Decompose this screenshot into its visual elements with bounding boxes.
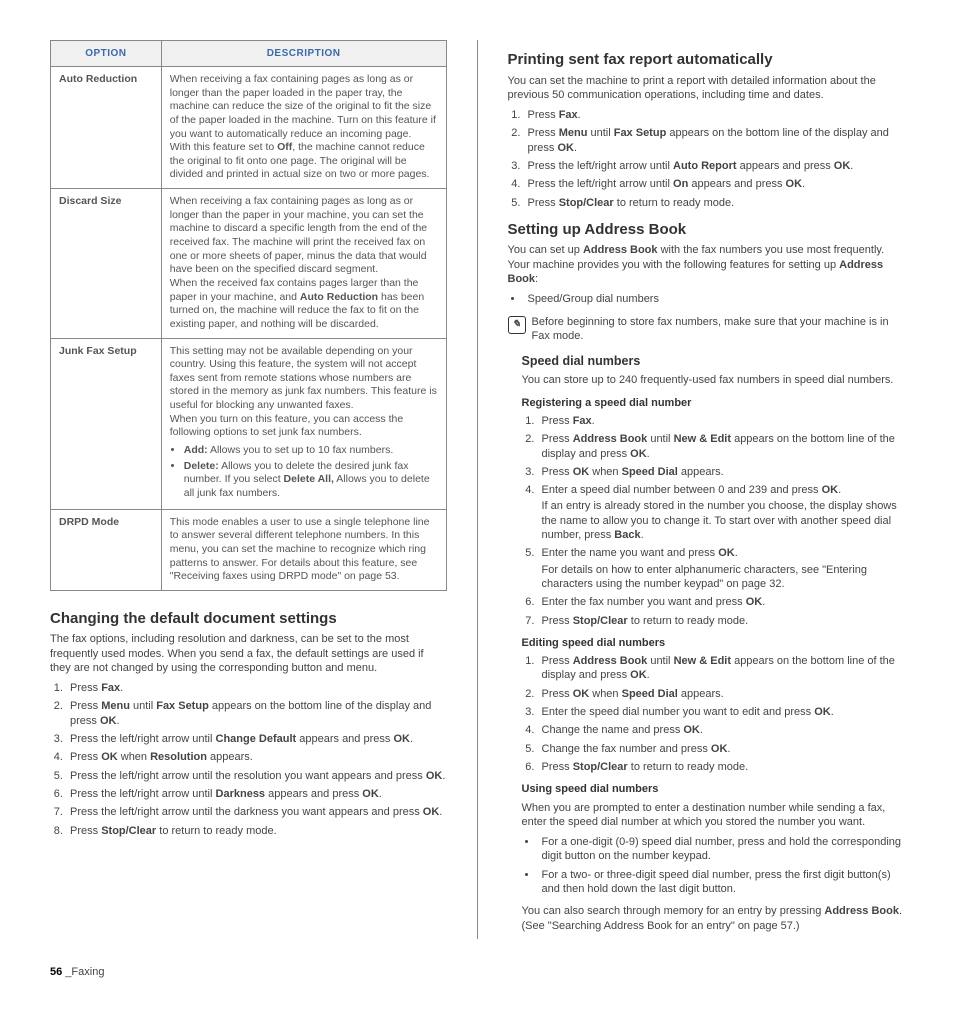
note-icon: ✎	[508, 316, 526, 334]
bullets-address-book: Speed/Group dial numbers	[524, 292, 905, 306]
list-item: Press Address Book until New & Edit appe…	[538, 654, 905, 683]
list-item: For a one-digit (0-9) speed dial number,…	[538, 835, 905, 864]
outro-using-speed-dial: You can also search through memory for a…	[522, 904, 905, 933]
option-name: Auto Reduction	[51, 67, 162, 189]
footer-section: _Faxing	[65, 966, 104, 978]
list-item: Press Fax.	[66, 681, 447, 695]
list-item: Press Fax.	[524, 108, 905, 122]
option-description: When receiving a fax containing pages as…	[161, 189, 446, 338]
list-item: Press Stop/Clear to return to ready mode…	[538, 760, 905, 774]
heading-speed-dial: Speed dial numbers	[522, 353, 905, 369]
list-item: Speed/Group dial numbers	[524, 292, 905, 306]
list-item: Press the left/right arrow until the res…	[66, 769, 447, 783]
list-item: Press Menu until Fax Setup appears on th…	[66, 699, 447, 728]
steps-edit-speed-dial: Press Address Book until New & Edit appe…	[538, 654, 905, 774]
intro-printing-report: You can set the machine to print a repor…	[508, 74, 905, 103]
column-divider	[477, 40, 478, 939]
table-row: Discard SizeWhen receiving a fax contain…	[51, 189, 447, 338]
speed-dial-section: Speed dial numbers You can store up to 2…	[522, 353, 905, 933]
heading-using-speed-dial: Using speed dial numbers	[522, 782, 905, 796]
note-text: Before beginning to store fax numbers, m…	[532, 315, 905, 344]
list-item: Press Stop/Clear to return to ready mode…	[538, 614, 905, 628]
list-item: Enter the speed dial number you want to …	[538, 705, 905, 719]
steps-register-speed-dial: Press Fax. Press Address Book until New &…	[538, 414, 905, 628]
note-address-book: ✎ Before beginning to store fax numbers,…	[508, 315, 905, 344]
left-column: OPTION DESCRIPTION Auto ReductionWhen re…	[50, 40, 447, 939]
list-item: Press OK when Resolution appears.	[66, 750, 447, 764]
intro-address-book: You can set up Address Book with the fax…	[508, 243, 905, 286]
list-item: Press Stop/Clear to return to ready mode…	[66, 824, 447, 838]
options-tbody: Auto ReductionWhen receiving a fax conta…	[51, 67, 447, 591]
bullets-using-speed-dial: For a one-digit (0-9) speed dial number,…	[538, 835, 905, 896]
th-description: DESCRIPTION	[161, 41, 446, 67]
list-item: Press OK when Speed Dial appears.	[538, 465, 905, 479]
list-item: Press the left/right arrow until Darknes…	[66, 787, 447, 801]
table-row: DRPD ModeThis mode enables a user to use…	[51, 509, 447, 590]
intro-using-speed-dial: When you are prompted to enter a destina…	[522, 801, 905, 830]
th-option: OPTION	[51, 41, 162, 67]
steps-printing-report: Press Fax. Press Menu until Fax Setup app…	[524, 108, 905, 210]
options-table: OPTION DESCRIPTION Auto ReductionWhen re…	[50, 40, 447, 591]
heading-register-speed-dial: Registering a speed dial number	[522, 396, 905, 410]
page-footer: 56 _Faxing	[50, 965, 904, 979]
list-item: Press Address Book until New & Edit appe…	[538, 432, 905, 461]
list-item: Press the left/right arrow until the dar…	[66, 805, 447, 819]
list-item: Change the fax number and press OK.	[538, 742, 905, 756]
option-description: When receiving a fax containing pages as…	[161, 67, 446, 189]
list-item: Enter the fax number you want and press …	[538, 595, 905, 609]
option-description: This setting may not be available depend…	[161, 338, 446, 509]
list-item: Press the left/right arrow until Change …	[66, 732, 447, 746]
list-item: Press Stop/Clear to return to ready mode…	[524, 196, 905, 210]
heading-address-book: Setting up Address Book	[508, 220, 905, 240]
heading-printing-report: Printing sent fax report automatically	[508, 50, 905, 70]
heading-changing-defaults: Changing the default document settings	[50, 609, 447, 629]
steps-changing-defaults: Press Fax. Press Menu until Fax Setup app…	[66, 681, 447, 838]
heading-edit-speed-dial: Editing speed dial numbers	[522, 636, 905, 650]
list-item: Press Fax.	[538, 414, 905, 428]
list-item: Enter a speed dial number between 0 and …	[538, 483, 905, 542]
option-description: This mode enables a user to use a single…	[161, 509, 446, 590]
page: OPTION DESCRIPTION Auto ReductionWhen re…	[50, 40, 904, 939]
list-item: Press the left/right arrow until Auto Re…	[524, 159, 905, 173]
list-item: Press the left/right arrow until On appe…	[524, 177, 905, 191]
option-name: DRPD Mode	[51, 509, 162, 590]
list-item: Enter the name you want and press OK.For…	[538, 546, 905, 591]
list-item: Press Menu until Fax Setup appears on th…	[524, 126, 905, 155]
list-item: For a two- or three-digit speed dial num…	[538, 868, 905, 897]
right-column: Printing sent fax report automatically Y…	[508, 40, 905, 939]
page-number: 56	[50, 966, 62, 978]
option-name: Junk Fax Setup	[51, 338, 162, 509]
intro-changing-defaults: The fax options, including resolution an…	[50, 632, 447, 675]
list-item: Press OK when Speed Dial appears.	[538, 687, 905, 701]
table-row: Junk Fax SetupThis setting may not be av…	[51, 338, 447, 509]
table-row: Auto ReductionWhen receiving a fax conta…	[51, 67, 447, 189]
option-name: Discard Size	[51, 189, 162, 338]
list-item: Change the name and press OK.	[538, 723, 905, 737]
intro-speed-dial: You can store up to 240 frequently-used …	[522, 373, 905, 387]
